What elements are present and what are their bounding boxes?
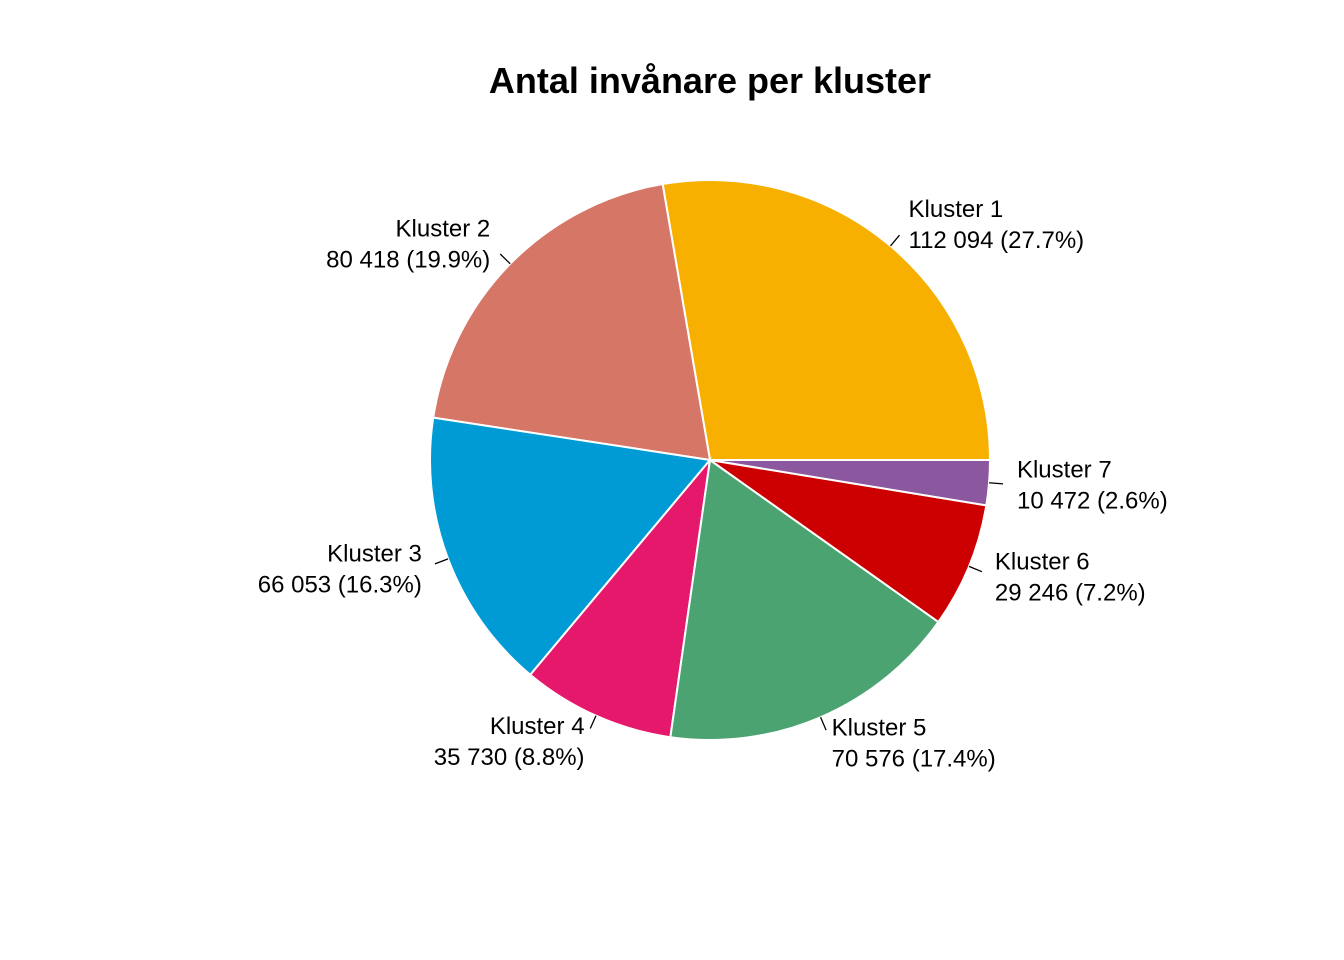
slice-value-7: 10 472 (2.6%) xyxy=(1017,488,1168,515)
pie-slice-1 xyxy=(661,179,992,461)
pie-slices xyxy=(429,179,992,741)
slice-name-4: Kluster 4 xyxy=(490,713,585,740)
slice-label-4: Kluster 4 35 730 (8.8%) xyxy=(434,713,585,771)
slice-name-3: Kluster 3 xyxy=(327,540,422,567)
slice-label-2: Kluster 2 80 418 (19.9%) xyxy=(326,216,490,274)
slice-name-5: Kluster 5 xyxy=(832,714,927,741)
leader-line-1 xyxy=(889,234,900,247)
slice-label-5: Kluster 5 70 576 (17.4%) xyxy=(832,714,996,772)
slice-label-7: Kluster 7 10 472 (2.6%) xyxy=(1017,457,1168,515)
slice-name-7: Kluster 7 xyxy=(1017,457,1112,484)
slice-name-1: Kluster 1 xyxy=(909,196,1004,223)
label-leader-lines xyxy=(434,234,1004,731)
slice-value-2: 80 418 (19.9%) xyxy=(326,247,490,274)
leader-line-7 xyxy=(989,482,1004,485)
slice-label-6: Kluster 6 29 246 (7.2%) xyxy=(995,549,1146,607)
leader-line-3 xyxy=(434,558,449,565)
leader-line-4 xyxy=(589,715,597,729)
slice-value-5: 70 576 (17.4%) xyxy=(832,745,996,772)
leader-line-2 xyxy=(499,253,511,265)
slice-name-6: Kluster 6 xyxy=(995,549,1090,576)
slice-value-6: 29 246 (7.2%) xyxy=(995,580,1146,607)
pie-slice-5 xyxy=(669,458,940,741)
slice-labels: Kluster 1 112 094 (27.7%) Kluster 2 80 418 … xyxy=(258,196,1168,772)
slice-value-4: 35 730 (8.8%) xyxy=(434,744,585,771)
leader-line-5 xyxy=(819,716,827,731)
chart-title: Antal invånare per kluster xyxy=(489,60,931,101)
slice-name-2: Kluster 2 xyxy=(396,216,491,243)
pie-slice-3 xyxy=(429,416,712,677)
slice-label-3: Kluster 3 66 053 (16.3%) xyxy=(258,540,422,598)
slice-label-1: Kluster 1 112 094 (27.7%) xyxy=(909,196,1085,254)
leader-line-6 xyxy=(968,565,983,573)
slice-value-3: 66 053 (16.3%) xyxy=(258,571,422,598)
slice-value-1: 112 094 (27.7%) xyxy=(909,227,1085,254)
